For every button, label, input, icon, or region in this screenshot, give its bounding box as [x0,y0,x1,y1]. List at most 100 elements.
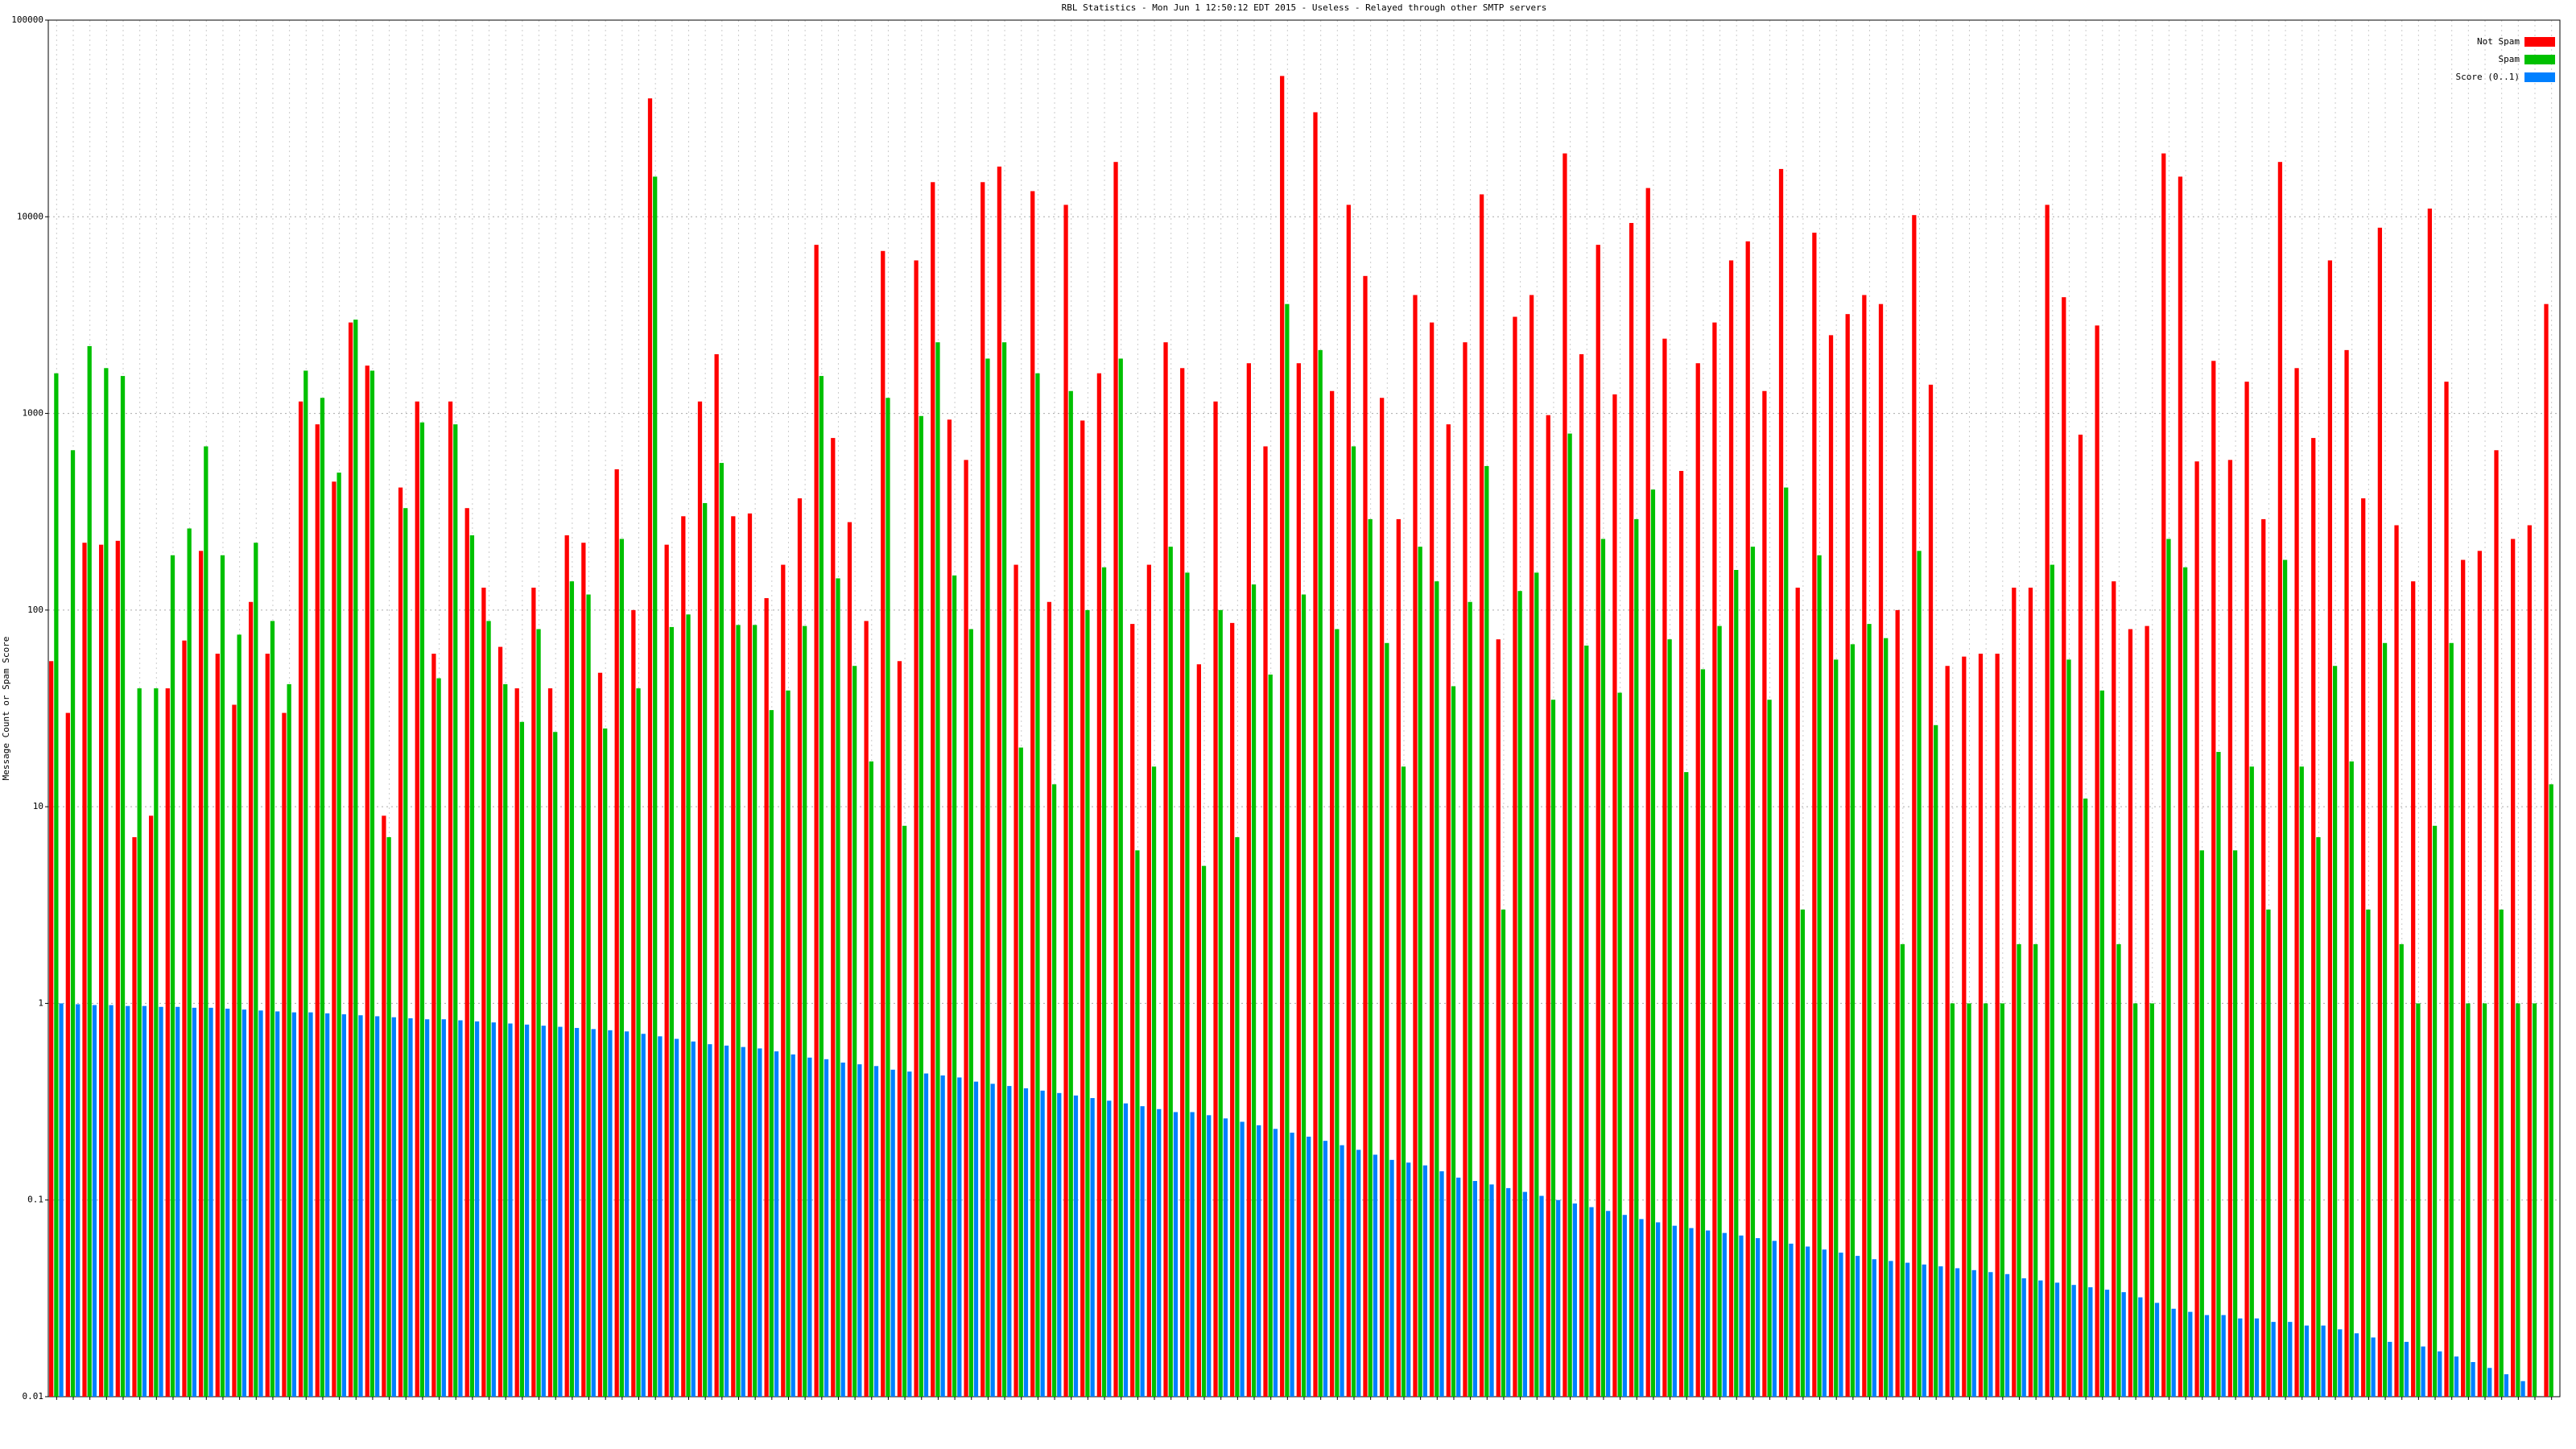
bar [1600,539,1606,1397]
bar [1051,784,1057,1397]
bar [358,1015,363,1397]
bar [1884,638,1889,1397]
bar [1246,363,1251,1397]
bar [1839,1253,1843,1397]
bar [1517,591,1522,1397]
bar [647,98,653,1397]
bar [2371,1337,2376,1397]
bar [1556,1199,1561,1397]
y-tick-label: 0.01 [23,1391,44,1402]
bar [947,419,952,1397]
bar [786,690,791,1397]
bar [1772,1241,1777,1397]
bar [1418,547,1422,1397]
bar [398,487,403,1397]
bar [2112,581,2116,1397]
bar [990,1084,995,1397]
bar [753,625,758,1397]
bar [1351,446,1356,1397]
bar [1917,551,1922,1397]
bar [2183,567,2188,1397]
bar [320,398,325,1397]
bar [724,1045,729,1397]
bar [814,245,819,1397]
bar [375,1016,380,1397]
bar [919,415,923,1397]
bar [1046,601,1052,1397]
bar [1096,373,1102,1397]
bar [1617,692,1622,1397]
bar [70,450,76,1397]
bar [831,438,836,1397]
bar [1845,314,1850,1397]
bar [1235,836,1240,1397]
bar [2421,1346,2425,1397]
bar [674,1038,679,1397]
bar [1889,1261,1893,1397]
bar [591,1029,596,1397]
bar [1240,1121,1245,1397]
bar [519,721,525,1397]
bar [1422,1165,1428,1397]
bar [1855,1256,1860,1397]
bar [1472,1181,1477,1397]
bar [1672,1225,1677,1397]
bar [2038,1280,2043,1397]
bar [76,1004,80,1397]
bar [1140,1106,1145,1397]
bar [1584,645,1589,1397]
bar [923,1073,929,1397]
bar [2095,325,2099,1397]
bar [2254,1318,2260,1397]
bar [403,508,408,1397]
bar [220,555,225,1397]
bar [448,401,453,1397]
bar [1185,572,1190,1397]
bar [2449,642,2454,1397]
bar [270,621,275,1397]
bar [907,1071,912,1397]
bar [2438,1351,2442,1397]
bar [109,1005,114,1397]
bar [1018,747,1023,1397]
bar [819,376,824,1397]
bar [2316,836,2321,1397]
bar [2204,1315,2210,1397]
bar [1168,547,1173,1397]
bar [758,1048,762,1397]
bar [1795,588,1800,1397]
bar [265,654,270,1397]
bar [2382,642,2388,1397]
bar [1090,1098,1095,1397]
legend-label: Spam [2499,54,2520,64]
bar [952,575,957,1397]
bar [2216,752,2221,1397]
bar [1463,342,1468,1397]
bar [1622,1215,1627,1397]
bar [1634,518,1639,1397]
bar [1118,358,1123,1397]
bar [2249,766,2254,1397]
bar [298,401,303,1397]
bar [803,625,807,1397]
bar [1401,766,1406,1397]
bar [2099,690,2104,1397]
bar [1307,1137,1311,1397]
bar [59,1003,64,1397]
bar [325,1013,330,1397]
bar [237,634,242,1397]
bar [664,544,669,1397]
bar [2083,799,2088,1397]
bar [2221,1315,2226,1397]
bar [2133,1003,2138,1397]
bar [1190,1112,1195,1397]
bar [170,555,175,1397]
bar [2211,361,2216,1397]
bar [2321,1325,2326,1397]
bar [1251,584,1257,1397]
bar [968,629,973,1397]
bar [1080,420,1085,1397]
bar [824,1059,829,1397]
bar [1107,1100,1112,1397]
bar [2327,260,2333,1397]
